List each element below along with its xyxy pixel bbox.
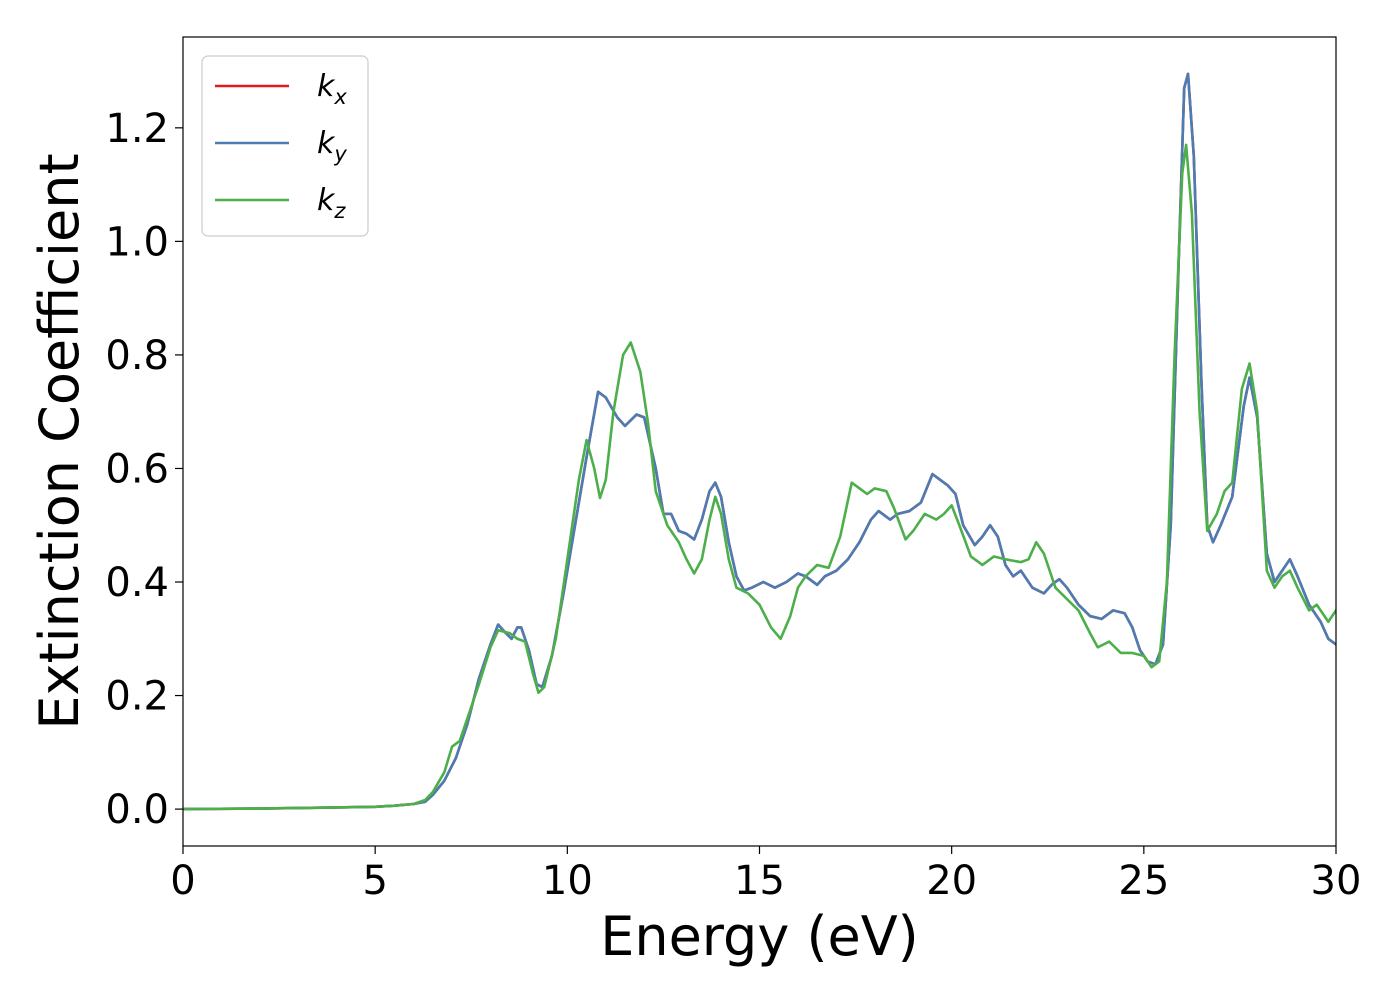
series-lines [183,72,1336,811]
y-tick-label: 0.0 [105,787,169,833]
legend: kx ky kz [201,55,369,237]
x-tick-label: 25 [1118,858,1169,904]
y-tick-label: 0.8 [105,333,169,379]
legend-box [201,55,369,237]
y-tick-label: 1.2 [105,106,169,152]
x-tick-label: 0 [170,858,195,904]
legend-label-ky: ky [317,126,347,166]
y-tick-label: 1.0 [105,219,169,265]
legend-label-kx: kx [317,69,347,109]
y-tick-label: 0.4 [105,560,169,606]
axis-ticks: 0 5 10 15 20 25 30 0.0 0.2 0.4 0.6 0.8 1.0 1.2 [105,106,1361,904]
x-tick-label: 15 [734,858,785,904]
x-axis-title: Energy (eV) [600,905,919,968]
series-line-ky [183,72,1336,811]
y-tick-label: 0.6 [105,446,169,492]
x-tick-label: 5 [362,858,387,904]
series-line-kz [183,143,1336,811]
x-tick-label: 10 [542,858,593,904]
legend-label-kz: kz [317,183,346,223]
x-tick-label: 30 [1311,858,1362,904]
y-axis-title: Extinction Coefficient [28,153,91,729]
x-tick-label: 20 [926,858,977,904]
y-tick-label: 0.2 [105,674,169,720]
